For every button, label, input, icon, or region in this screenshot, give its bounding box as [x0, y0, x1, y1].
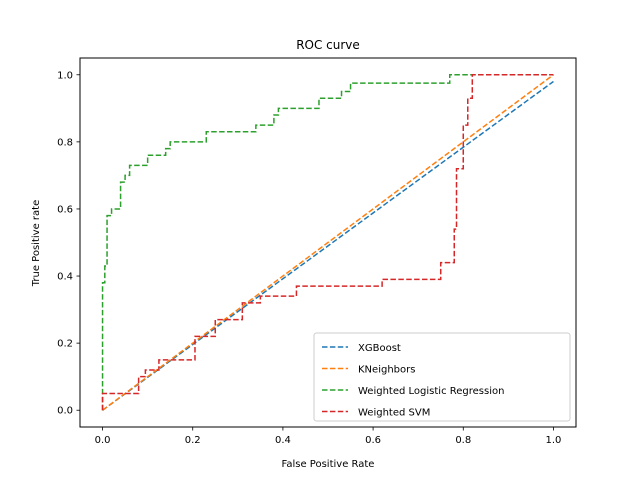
legend-label-3: Weighted SVM: [358, 408, 430, 419]
y-tick-label: 0.0: [57, 406, 73, 417]
x-tick-label: 0.4: [275, 435, 291, 446]
y-tick-label: 1.0: [57, 70, 73, 81]
x-tick-label: 0.6: [365, 435, 381, 446]
series-line-1: [102, 74, 554, 411]
x-axis-ticks: 0.0 0.2 0.4 0.6 0.8 1.0: [95, 427, 562, 446]
series-line-3: [101, 74, 554, 411]
plot-lines: [101, 74, 554, 411]
legend: XGBoost KNeighbors Weighted Logistic Regre…: [313, 332, 571, 422]
y-tick-label: 0.8: [57, 137, 73, 148]
series-line-0: [102, 80, 554, 411]
y-tick-label: 0.6: [57, 204, 73, 215]
legend-label-2: Weighted Logistic Regression: [358, 386, 504, 397]
y-tick-label: 0.2: [57, 339, 73, 350]
x-axis-label: False Positive Rate: [282, 459, 375, 470]
y-axis-label: True Positive rate: [31, 200, 42, 287]
y-axis-ticks: 0.0 0.2 0.4 0.6 0.8 1.0: [57, 70, 80, 417]
x-tick-label: 1.0: [546, 435, 562, 446]
chart-title: ROC curve: [296, 38, 360, 52]
legend-box: [313, 332, 571, 422]
x-tick-label: 0.2: [185, 435, 201, 446]
series-line-2: [101, 74, 554, 411]
x-tick-label: 0.8: [455, 435, 471, 446]
legend-label-1: KNeighbors: [358, 365, 415, 376]
y-tick-label: 0.4: [57, 272, 73, 283]
x-tick-label: 0.0: [95, 435, 111, 446]
plot-frame: [79, 57, 577, 428]
legend-label-0: XGBoost: [358, 343, 401, 354]
